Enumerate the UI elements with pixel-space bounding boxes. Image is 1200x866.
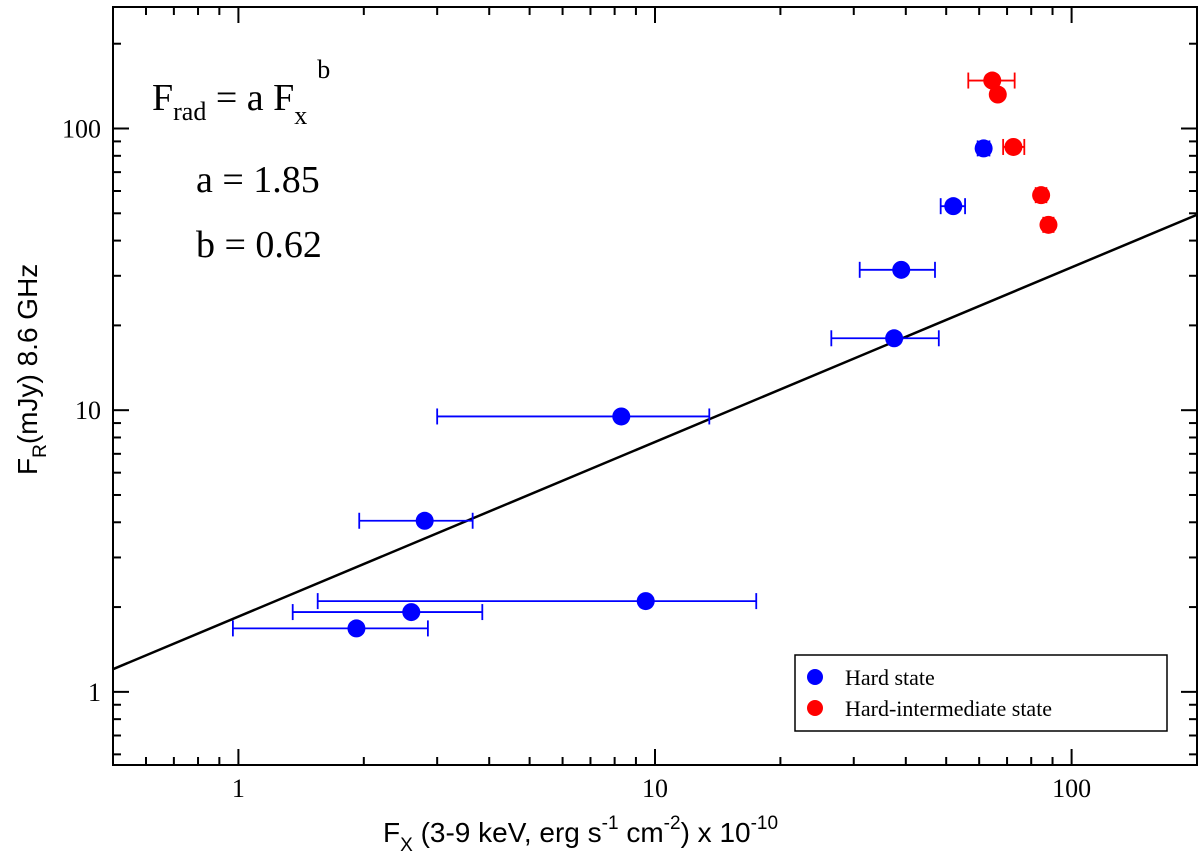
series-0: [231, 139, 993, 638]
xlabel-text2: cm: [619, 817, 664, 848]
ylabel-sub: R: [30, 444, 51, 458]
x-tick-label: 100: [1052, 774, 1091, 803]
x-axis-title: FX (3-9 keV, erg s-1 cm-2) x 10-10: [383, 813, 778, 856]
data-point: [1004, 137, 1023, 156]
legend-marker-hard-state: [807, 669, 823, 685]
data-point: [612, 407, 631, 426]
formula-main: F: [152, 77, 173, 119]
formula-mid: = a F: [206, 77, 294, 119]
ticks-layer: 1 10 100 1 10 100: [62, 7, 1198, 803]
data-point: [1032, 186, 1051, 205]
y-axis-title: FR(mJy) 8.6 GHz: [12, 264, 51, 475]
fit-param-b: b = 0.62: [196, 224, 322, 266]
legend-label-hard-state: Hard state: [845, 665, 935, 690]
ylabel-main: F: [12, 458, 43, 475]
series-1: [967, 71, 1058, 234]
data-point: [974, 139, 993, 158]
x-tick-label: 10: [642, 774, 668, 803]
formula-sup-b: b: [317, 55, 330, 84]
y-tick-label: 1: [88, 678, 101, 707]
y-tick-label: 10: [75, 396, 101, 425]
xlabel-sup1: -1: [602, 813, 619, 834]
data-point: [347, 619, 366, 638]
points-layer: [231, 71, 1058, 638]
formula-sub-x: x: [294, 101, 307, 130]
data-point: [892, 260, 911, 279]
ylabel-rest: (mJy) 8.6 GHz: [12, 264, 43, 444]
x-tick-label: 1: [232, 774, 245, 803]
data-point: [636, 592, 655, 611]
legend-box: [794, 654, 1168, 732]
formula-sub-rad: rad: [173, 97, 206, 126]
plot-frame: [112, 6, 1198, 766]
data-point: [988, 85, 1007, 104]
data-point: [402, 603, 421, 622]
fit-layer: [112, 213, 1198, 671]
xlabel-text1: (3-9 keV, erg s: [413, 817, 602, 848]
fit-formula: Frad = a Fxb: [152, 55, 330, 130]
xlabel-text3: ) x 10: [681, 817, 751, 848]
fit-line: [112, 213, 1198, 671]
legend-label-hard-intermediate-state: Hard-intermediate state: [845, 696, 1052, 721]
data-point: [415, 511, 434, 530]
xlabel-sub: X: [400, 835, 413, 856]
xlabel-sup2: -2: [664, 813, 681, 834]
xlabel-main: F: [383, 817, 400, 848]
data-point: [1039, 215, 1058, 234]
legend: Hard state Hard-intermediate state: [794, 654, 1168, 732]
data-point: [983, 71, 1002, 90]
y-tick-label: 100: [62, 115, 101, 144]
xlabel-sup3: -10: [751, 813, 778, 834]
fit-param-a: a = 1.85: [196, 159, 320, 201]
legend-marker-hard-intermediate-state: [807, 700, 823, 716]
data-point: [885, 329, 904, 348]
data-point: [944, 197, 963, 216]
